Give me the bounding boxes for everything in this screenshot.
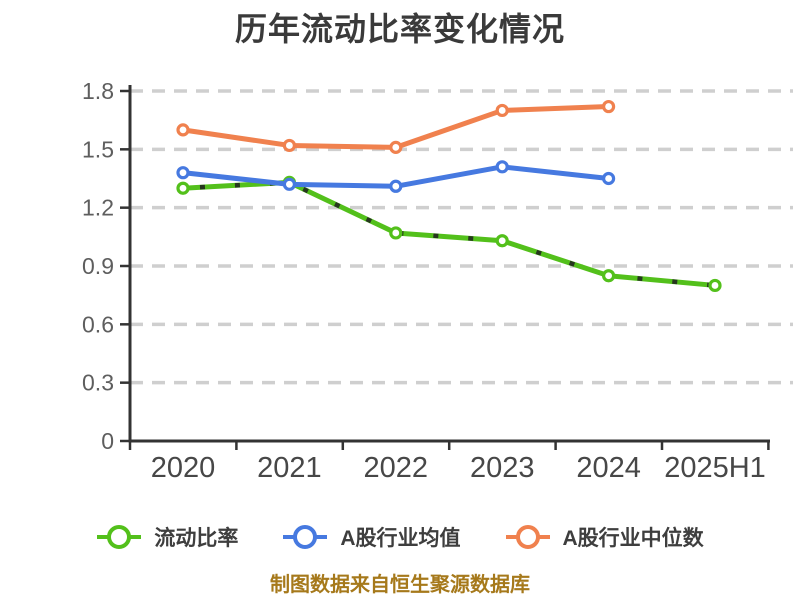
data-point-marker <box>495 160 509 174</box>
y-tick-label: 0.6 <box>82 311 114 337</box>
data-source-note: 制图数据来自恒生聚源数据库 <box>270 574 530 596</box>
y-tick-label: 1.2 <box>82 195 114 221</box>
gridlines <box>130 89 793 385</box>
data-point-marker <box>389 140 403 154</box>
data-point-marker <box>176 123 190 137</box>
data-point-marker <box>389 226 403 240</box>
data-point-marker <box>176 166 190 180</box>
data-point-marker <box>176 181 190 195</box>
data-point-marker <box>601 99 616 114</box>
y-axis-ticks: 0 0.3 0.6 0.9 1.2 1.5 1.8 <box>82 78 129 454</box>
x-axis-ticks: 2020 2021 2022 2023 2024 2025H1 <box>128 441 770 484</box>
series-流动比率 <box>176 175 722 293</box>
x-tick-label: 2024 <box>576 452 641 484</box>
legend-item-industry-mean: A股行业均值 <box>282 522 461 552</box>
legend-label: A股行业中位数 <box>562 527 704 550</box>
legend-label: 流动比率 <box>154 527 239 550</box>
y-tick-label: 0.9 <box>82 253 114 279</box>
data-point-marker <box>282 138 296 153</box>
legend-label: A股行业均值 <box>340 527 461 550</box>
y-tick-label: 1.8 <box>82 78 114 104</box>
legend-marker-icon <box>283 525 328 549</box>
x-tick-label: 2021 <box>257 452 322 484</box>
data-point-marker <box>282 177 296 191</box>
y-tick-label: 1.5 <box>82 136 114 162</box>
x-tick-label: 2025H1 <box>664 452 766 484</box>
data-point-marker <box>601 269 616 283</box>
chart-title: 历年流动比率变化情况 <box>234 11 565 47</box>
y-tick-label: 0 <box>101 428 114 454</box>
data-point-marker <box>495 103 509 118</box>
legend-marker-icon <box>505 525 550 549</box>
legend-item-industry-median: A股行业中位数 <box>505 522 704 552</box>
x-tick-label: 2022 <box>364 452 429 484</box>
series-A股行业均值 <box>176 160 616 193</box>
data-point-marker <box>601 171 616 186</box>
data-point-marker <box>389 179 403 193</box>
data-point-marker <box>708 278 722 293</box>
legend-marker-icon <box>97 525 142 549</box>
x-tick-label: 2023 <box>470 452 535 484</box>
series-A股行业中位数 <box>176 99 616 154</box>
y-tick-label: 0.3 <box>82 370 114 396</box>
data-point-marker <box>495 234 509 248</box>
x-tick-label: 2020 <box>151 452 216 484</box>
legend: 流动比率 A股行业均值 A股行业中位数 <box>0 522 800 552</box>
legend-item-current-ratio: 流动比率 <box>96 522 238 552</box>
